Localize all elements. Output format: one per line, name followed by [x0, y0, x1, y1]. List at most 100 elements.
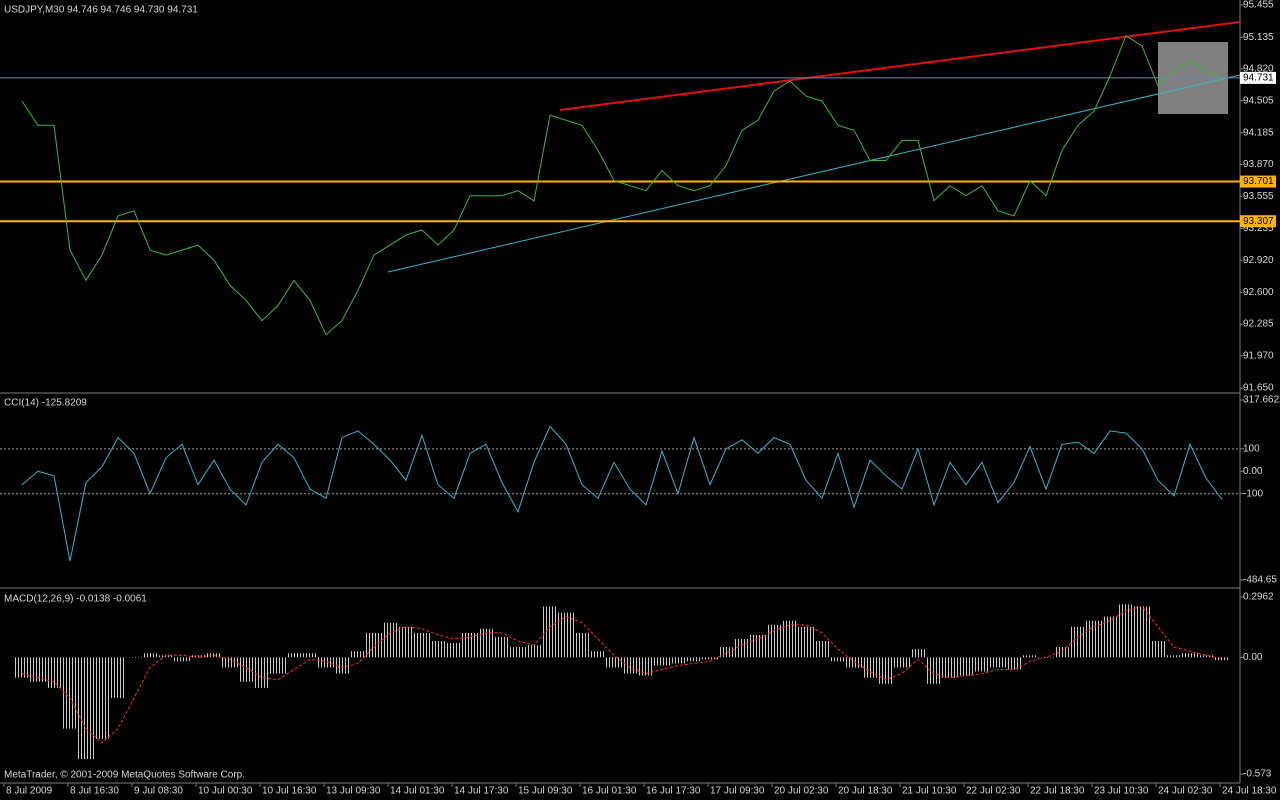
y-tick-label: 0.00	[1243, 652, 1263, 663]
y-tick-label: -0.573	[1243, 769, 1272, 780]
y-tick-label: 100	[1243, 443, 1260, 454]
last-price-box	[1240, 71, 1276, 84]
level-label: 93.307	[1243, 216, 1274, 227]
chart-title: USDJPY,M30 94.746 94.746 94.730 94.731	[4, 5, 198, 16]
macd-bar	[526, 645, 542, 658]
y-tick-label: 93.870	[1243, 159, 1274, 170]
macd-bar	[46, 657, 62, 688]
level-label-box	[1240, 175, 1276, 188]
x-tick-label: 9 Jul 08:30	[134, 786, 183, 797]
macd-bar	[350, 651, 366, 658]
macd-bar	[494, 636, 510, 658]
x-tick-label: 20 Jul 02:30	[774, 786, 829, 797]
macd-bar	[30, 657, 46, 682]
y-tick-label: -100	[1243, 488, 1263, 499]
y-tick-label: 91.970	[1243, 350, 1274, 361]
x-tick-label: 10 Jul 00:30	[198, 786, 253, 797]
y-tick-label: 95.135	[1243, 32, 1274, 43]
macd-bar	[270, 657, 286, 674]
macd-bar	[318, 657, 334, 668]
macd-bar	[798, 626, 814, 658]
macd-bar	[638, 657, 654, 676]
macd-bar	[782, 620, 798, 658]
macd-bar	[382, 622, 398, 658]
x-tick-label: 8 Jul 16:30	[70, 786, 119, 797]
macd-bar	[830, 657, 846, 662]
x-tick-label: 23 Jul 10:30	[1094, 786, 1149, 797]
macd-bar	[78, 657, 94, 760]
macd-bar	[926, 657, 942, 684]
x-tick-label: 15 Jul 09:30	[518, 786, 573, 797]
level-label-box	[1240, 215, 1276, 228]
macd-bar	[158, 655, 174, 658]
macd-bar	[1022, 655, 1038, 658]
macd-bar	[478, 628, 494, 658]
macd-bar	[286, 653, 302, 658]
x-tick-label: 14 Jul 17:30	[454, 786, 509, 797]
macd-bar	[1134, 606, 1150, 658]
x-tick-label: 24 Jul 02:30	[1158, 786, 1213, 797]
y-tick-label: 95.455	[1243, 0, 1274, 11]
trend-line	[387, 74, 1241, 273]
indicator-line	[21, 425, 1223, 562]
y-tick-label: 92.285	[1243, 319, 1274, 330]
macd-bar	[670, 657, 686, 664]
macd-bar	[446, 643, 462, 658]
signal-line	[21, 605, 1223, 744]
macd-bar	[542, 606, 558, 658]
macd-bar	[814, 641, 830, 658]
macd-bar	[1070, 626, 1086, 658]
macd-bar	[174, 657, 190, 662]
last-price-label: 94.731	[1243, 73, 1274, 84]
indicator-title: CCI(14) -125.8209	[4, 398, 87, 409]
x-tick-label: 21 Jul 10:30	[902, 786, 957, 797]
y-tick-label: 91.650	[1243, 383, 1274, 394]
x-tick-label: 16 Jul 01:30	[582, 786, 637, 797]
x-tick-label: 22 Jul 02:30	[966, 786, 1021, 797]
macd-bar	[894, 657, 910, 668]
y-tick-label: 0.2962	[1243, 592, 1274, 603]
macd-bar	[1214, 657, 1230, 661]
macd-bar	[1102, 616, 1118, 658]
macd-bar	[1198, 655, 1214, 658]
macd-bar	[622, 657, 638, 674]
macd-bar	[190, 655, 206, 658]
macd-bar	[126, 657, 142, 658]
macd-bar	[654, 657, 670, 666]
x-tick-label: 8 Jul 2009	[6, 786, 53, 797]
macd-bar	[990, 657, 1006, 668]
macd-bar	[1086, 620, 1102, 658]
macd-bar	[334, 657, 350, 674]
x-tick-label: 20 Jul 18:30	[838, 786, 893, 797]
x-tick-label: 13 Jul 09:30	[326, 786, 381, 797]
x-tick-label: 16 Jul 17:30	[646, 786, 701, 797]
macd-bar	[1054, 647, 1070, 658]
macd-bar	[766, 624, 782, 658]
macd-bar	[1150, 641, 1166, 658]
copyright: MetaTrader, © 2001-2009 MetaQuotes Softw…	[4, 770, 245, 781]
y-tick-label: 94.820	[1243, 64, 1274, 75]
macd-bar	[958, 657, 974, 676]
macd-bar	[750, 634, 766, 658]
x-tick-label: 17 Jul 09:30	[710, 786, 765, 797]
macd-bar	[590, 651, 606, 658]
macd-bar	[942, 657, 958, 678]
macd-bar	[718, 647, 734, 658]
macd-bar	[302, 653, 318, 658]
macd-bar	[510, 647, 526, 658]
macd-bar	[110, 657, 126, 699]
y-tick-label: 0.00	[1243, 466, 1263, 477]
macd-bar	[686, 657, 702, 662]
x-tick-label: 24 Jul 18:30	[1222, 786, 1277, 797]
y-tick-label: 94.505	[1243, 95, 1274, 106]
macd-bar	[862, 657, 878, 678]
y-tick-label: 92.920	[1243, 255, 1274, 266]
macd-bar	[1118, 604, 1134, 658]
macd-bar	[238, 657, 254, 682]
y-tick-label: 93.235	[1243, 223, 1274, 234]
y-tick-label: 93.555	[1243, 191, 1274, 202]
macd-bar	[62, 657, 78, 729]
